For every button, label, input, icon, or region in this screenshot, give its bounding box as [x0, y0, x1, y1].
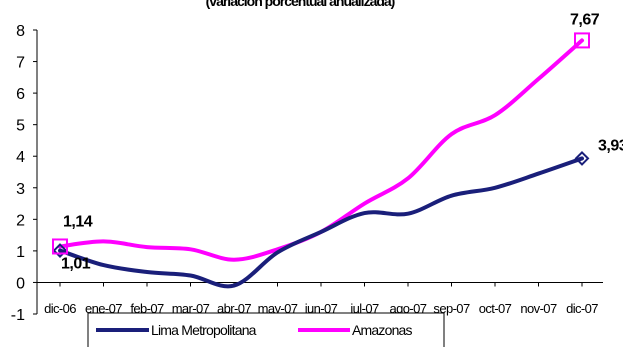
data-point-marker: [574, 151, 590, 166]
y-tick-label: 0: [16, 275, 25, 292]
data-point-marker: [574, 32, 590, 49]
y-tick-label: 2: [16, 212, 25, 229]
legend-label: Amazonas: [352, 322, 413, 338]
chart-title: (variación porcentual anualizada): [206, 0, 395, 9]
x-tick-label: ago-07: [390, 301, 427, 316]
legend: Lima Metropolitana Amazonas: [87, 312, 445, 347]
x-tick-label: jul-07: [349, 301, 379, 316]
x-tick-label: feb-07: [130, 301, 164, 316]
y-tick-label: 3: [16, 181, 25, 198]
series-line-lima: [58, 156, 584, 289]
data-label: 1,01: [61, 256, 91, 273]
legend-label: Lima Metropolitana: [151, 322, 257, 338]
chart-axes: -1 0 1 2 3 4 5 6 7 8 dic-06 ene-07 feb-07 mar-07 abr-0…: [11, 23, 603, 324]
series-markers: [52, 32, 590, 258]
y-tick-label: 5: [16, 118, 25, 135]
x-tick-label: ene-07: [85, 301, 122, 316]
series-line-amazonas: [58, 38, 584, 262]
data-label: 1,14: [63, 213, 93, 230]
data-point-marker: [52, 243, 68, 258]
y-tick-label: 8: [16, 23, 25, 40]
x-tick-label: nov-07: [520, 301, 557, 316]
x-tick-label: sep-07: [433, 301, 470, 316]
x-tick-label: jun-07: [304, 301, 338, 316]
y-tick-label: 7: [16, 55, 25, 72]
series-lines: [58, 38, 584, 289]
y-tick-label: -1: [11, 307, 25, 324]
x-tick-label: dic-06: [44, 301, 76, 316]
x-tick-label: may-07: [258, 301, 298, 316]
data-point-marker: [52, 238, 68, 255]
y-tick-label: 1: [16, 244, 25, 261]
x-tick-label: mar-07: [172, 301, 210, 316]
data-label: 7,67: [570, 11, 600, 28]
x-tick-label: abr-07: [217, 301, 251, 316]
y-tick-label: 6: [16, 86, 25, 103]
y-tick-label: 4: [16, 149, 25, 166]
data-label: 3,93: [598, 137, 623, 154]
x-tick-label: dic-07: [566, 301, 598, 316]
x-tick-label: oct-07: [479, 301, 512, 316]
data-labels: 1,01 3,93 1,14 7,67: [61, 11, 623, 272]
